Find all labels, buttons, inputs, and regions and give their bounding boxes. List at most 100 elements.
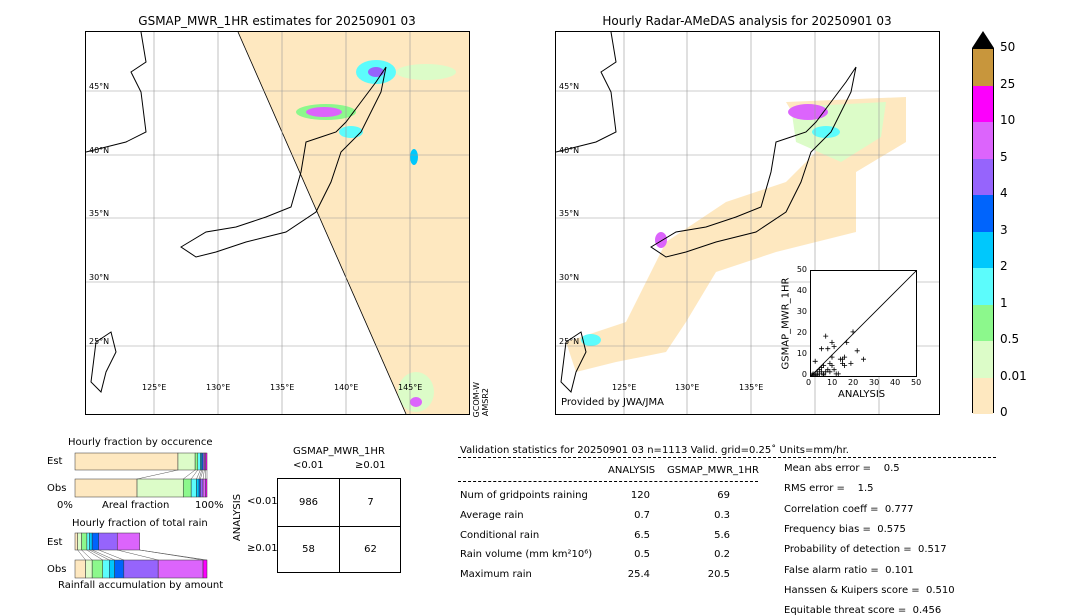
obs-segment: [85, 559, 93, 579]
right-map-title: Hourly Radar-AMeDAS analysis for 2025090…: [602, 14, 892, 28]
obs-segment: [109, 559, 115, 579]
scatter-x-tick: 0: [806, 378, 812, 387]
connector-line: [86, 549, 103, 561]
stats-row-label: Rain volume (mm km²10⁶): [460, 549, 593, 560]
est-segment: [74, 452, 179, 471]
coastline-taiwan: [560, 331, 587, 393]
stats-analysis-value: 0.5: [634, 549, 650, 560]
est-segment: [205, 452, 208, 471]
connector-line: [183, 469, 196, 480]
scatter-y-tick: 0: [801, 370, 807, 379]
satellite-label: GCOM-W: [472, 382, 481, 418]
rain-area: [398, 372, 434, 412]
scatter-point: [835, 371, 841, 377]
stats-score: False alarm ratio = 0.101: [784, 564, 914, 576]
connector-line: [136, 469, 179, 480]
connector-line: [77, 549, 86, 561]
right-map-canvas: 45°N 40°N 35°N 30°N 25°N 125°E 130°E 135°E: [556, 32, 939, 414]
scatter-point: [816, 367, 822, 373]
latitude-label: 45°N: [559, 82, 579, 91]
stats-analysis-value: 120: [630, 490, 650, 501]
stats-gsmap-value: 0.2: [714, 549, 730, 560]
est-segment: [89, 532, 93, 551]
scatter-ylabel: GSMAP_MWR_1HR: [780, 277, 792, 370]
connector-line: [81, 549, 93, 561]
est-segment: [98, 532, 118, 551]
longitude-label: 140°E: [334, 383, 358, 392]
colorbar-extend-arrow: [972, 31, 994, 48]
connector-line: [198, 469, 202, 480]
obs-segment: [74, 559, 86, 579]
colorbar-segment: [973, 195, 993, 232]
contingency-row1: <0.01: [247, 496, 278, 507]
rain-area: [655, 232, 667, 248]
colorbar-segment: [973, 122, 993, 159]
occurrence-bars: [74, 452, 208, 498]
latitude-label: 25°N: [559, 337, 579, 346]
sensor-label: AMSR2: [481, 388, 490, 417]
stats-score: RMS error = 1.5: [784, 483, 874, 495]
scatter-point: [829, 354, 835, 360]
scatter-y-tick: 50: [796, 265, 807, 274]
stats-divider: [458, 457, 996, 458]
scatter-x-tick: 10: [827, 378, 838, 387]
stats-row-label: Average rain: [460, 510, 524, 521]
left-map[interactable]: 45°N 40°N 35°N 30°N 25°N 125°E 130°E 135°E 140°E…: [85, 31, 470, 415]
scatter-point: [816, 371, 822, 377]
satellite-swath: [238, 32, 469, 414]
total-rain-est-label: Est: [47, 537, 63, 548]
stats-analysis-value: 6.5: [634, 530, 650, 541]
obs-segment: [202, 478, 206, 498]
obs-segment: [74, 478, 138, 498]
colorbar-tick-label: 10: [1000, 113, 1016, 127]
connector-line: [98, 549, 124, 561]
scatter-point: [844, 339, 850, 345]
scatter-point: [821, 363, 827, 368]
connector-line: [190, 469, 198, 480]
connector-line: [89, 549, 110, 561]
est-segment: [77, 532, 82, 551]
stats-analysis-value: 0.7: [634, 510, 650, 521]
scatter-point: [842, 363, 848, 368]
colorbar-tick-label: 0.01: [1000, 368, 1027, 383]
latitude-label: 25°N: [89, 337, 109, 346]
latitude-label: 45°N: [89, 82, 109, 91]
scatter-point: [854, 348, 860, 354]
obs-segment: [202, 559, 208, 579]
connector-line: [196, 469, 201, 480]
rain-area: [410, 149, 418, 165]
obs-segment: [182, 478, 192, 498]
colorbar-tick-label: 1: [1000, 295, 1008, 310]
scatter-plot: [809, 270, 917, 378]
connector-line: [139, 549, 208, 561]
est-segment: [197, 452, 201, 471]
colorbar-segment: [973, 49, 993, 86]
scatter-point: [823, 369, 829, 375]
scatter-xlabel: ANALYSIS: [838, 389, 886, 400]
stats-score: Hanssen & Kuipers score = 0.510: [784, 584, 955, 596]
stats-gsmap-value: 20.5: [707, 569, 730, 580]
scatter-point: [842, 354, 848, 360]
scatter-point: [848, 360, 854, 366]
rain-area: [368, 67, 384, 77]
scatter-x-tick: 20: [848, 378, 859, 387]
est-segment: [91, 532, 100, 551]
scatter-x-tick: 30: [869, 378, 880, 387]
rain-area: [788, 104, 828, 120]
contingency-title: GSMAP_MWR_1HR: [293, 446, 385, 457]
connector-line: [92, 549, 115, 561]
scatter-point: [827, 360, 833, 366]
scatter-point: [831, 344, 837, 350]
latitude-label: 30°N: [559, 273, 579, 282]
colorbar: [972, 48, 994, 414]
total-rain-obs-label: Obs: [47, 564, 67, 575]
colorbar-segment: [973, 85, 993, 122]
colorbar-tick-label: 5: [1000, 149, 1008, 164]
stats-col-analysis: ANALYSIS: [608, 465, 656, 476]
obs-segment: [102, 559, 110, 579]
obs-segment: [196, 478, 200, 498]
rain-area: [339, 126, 363, 138]
scatter-x-tick: 40: [890, 378, 901, 387]
latitude-label: 40°N: [559, 146, 579, 155]
left-map-canvas: 45°N 40°N 35°N 30°N 25°N 125°E 130°E 135°E 140°E…: [86, 32, 469, 414]
